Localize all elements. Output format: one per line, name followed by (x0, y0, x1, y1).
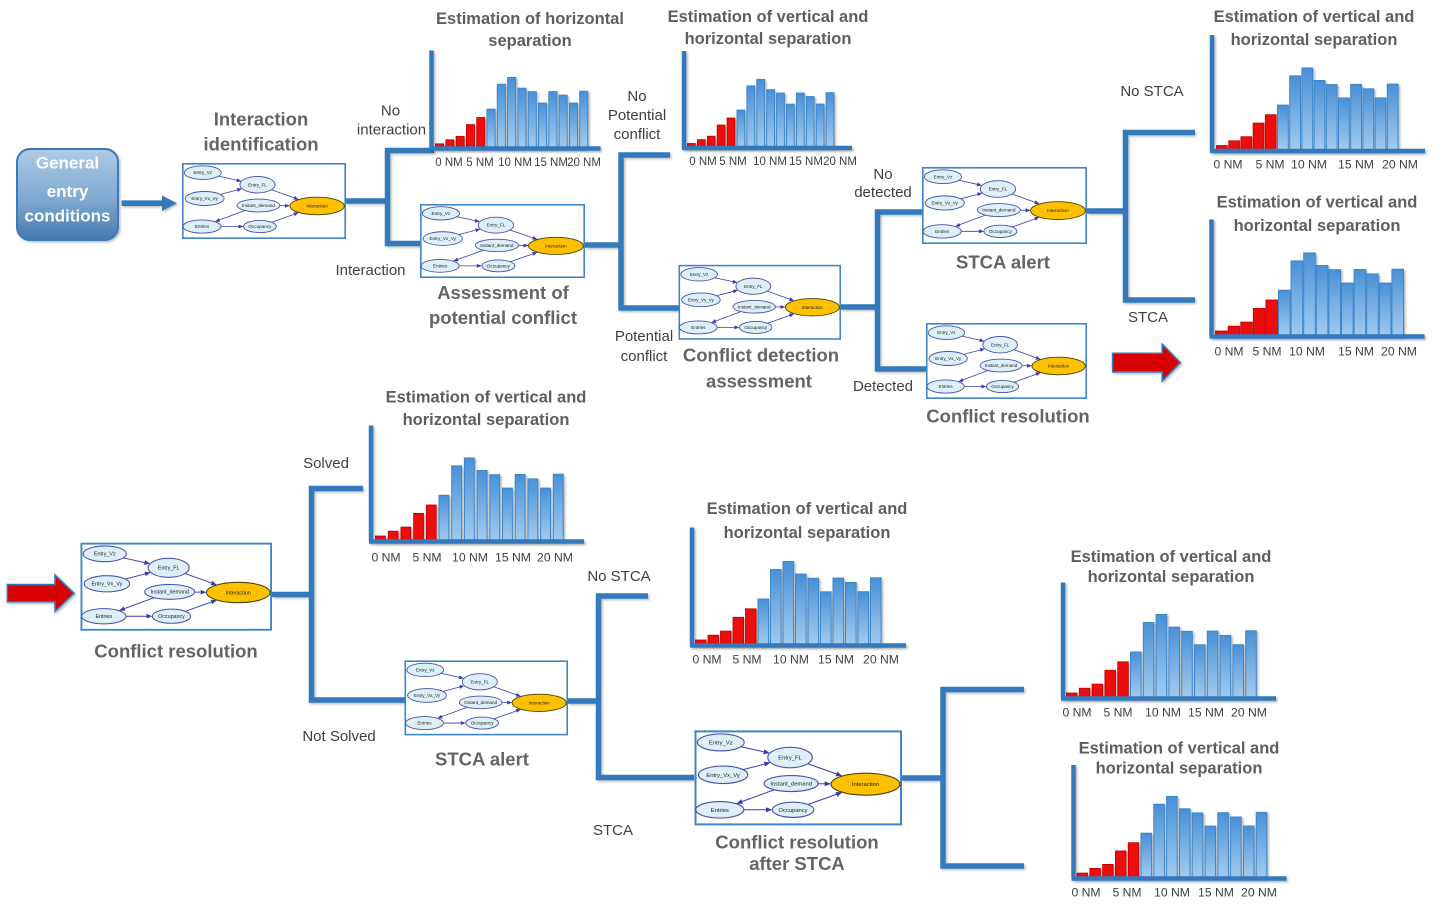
svg-text:15 NM: 15 NM (818, 652, 854, 666)
svg-text:0 NM: 0 NM (689, 156, 716, 168)
svg-text:15 NM: 15 NM (1188, 705, 1224, 719)
svg-text:Conflict detection: Conflict detection (683, 345, 839, 366)
svg-text:interaction: interaction (357, 122, 426, 139)
svg-text:horizontal separation: horizontal separation (403, 411, 570, 429)
svg-text:entry: entry (47, 182, 89, 201)
svg-text:horizontal separation: horizontal separation (1096, 759, 1263, 777)
svg-text:Potential: Potential (615, 328, 673, 345)
svg-text:5 NM: 5 NM (412, 550, 441, 564)
svg-text:Conflict resolution: Conflict resolution (94, 641, 257, 662)
svg-text:5 NM: 5 NM (1112, 885, 1141, 899)
svg-text:STCA alert: STCA alert (956, 252, 1050, 273)
svg-text:Estimation of vertical and: Estimation of vertical and (707, 500, 908, 518)
svg-text:Estimation of vertical and: Estimation of vertical and (668, 8, 869, 26)
svg-text:General: General (36, 154, 99, 173)
svg-text:STCA: STCA (1128, 309, 1168, 326)
svg-text:No STCA: No STCA (1120, 83, 1183, 100)
svg-text:No: No (873, 166, 892, 183)
svg-text:horizontal separation: horizontal separation (1231, 31, 1398, 49)
svg-text:horizontal separation: horizontal separation (1088, 568, 1255, 586)
svg-text:Estimation of horizontal: Estimation of horizontal (436, 10, 624, 28)
svg-text:15 NM: 15 NM (495, 550, 531, 564)
svg-text:No: No (627, 88, 646, 105)
svg-text:separation: separation (488, 32, 571, 50)
svg-text:10 NM: 10 NM (1154, 885, 1190, 899)
svg-text:horizontal separation: horizontal separation (724, 524, 891, 542)
svg-text:Potential: Potential (608, 107, 666, 124)
svg-text:Interaction: Interaction (335, 262, 405, 279)
svg-text:10 NM: 10 NM (1289, 344, 1325, 358)
svg-text:10 NM: 10 NM (753, 156, 787, 168)
svg-text:20 NM: 20 NM (1382, 157, 1418, 171)
svg-text:15 NM: 15 NM (534, 157, 568, 169)
svg-text:conflict: conflict (621, 348, 669, 365)
svg-text:0 NM: 0 NM (371, 550, 400, 564)
svg-text:5 NM: 5 NM (1252, 344, 1281, 358)
svg-text:Interaction: Interaction (214, 109, 309, 130)
svg-text:No: No (381, 103, 400, 120)
svg-text:Detected: Detected (853, 378, 913, 395)
svg-text:20 NM: 20 NM (823, 156, 857, 168)
svg-text:Estimation of vertical and: Estimation of vertical and (1079, 739, 1280, 757)
svg-text:15 NM: 15 NM (789, 156, 823, 168)
svg-text:5 NM: 5 NM (732, 652, 761, 666)
svg-text:potential conflict: potential conflict (429, 307, 577, 328)
svg-text:0 NM: 0 NM (1213, 157, 1242, 171)
svg-text:Not Solved: Not Solved (302, 728, 375, 745)
svg-text:Conflict resolution: Conflict resolution (715, 832, 878, 853)
svg-text:5 NM: 5 NM (1103, 705, 1132, 719)
svg-text:20 NM: 20 NM (1231, 705, 1267, 719)
svg-text:Conflict resolution: Conflict resolution (926, 406, 1089, 427)
svg-text:No STCA: No STCA (587, 568, 650, 585)
svg-text:0 NM: 0 NM (692, 652, 721, 666)
svg-text:detected: detected (854, 184, 912, 201)
svg-text:conflict: conflict (614, 126, 662, 143)
svg-text:10 NM: 10 NM (498, 157, 532, 169)
svg-text:15 NM: 15 NM (1338, 344, 1374, 358)
svg-text:20 NM: 20 NM (1381, 344, 1417, 358)
svg-text:10 NM: 10 NM (1145, 705, 1181, 719)
svg-text:10 NM: 10 NM (1291, 157, 1327, 171)
svg-text:5 NM: 5 NM (719, 156, 746, 168)
svg-text:STCA: STCA (593, 822, 633, 839)
svg-text:assessment: assessment (706, 371, 812, 392)
svg-text:after STCA: after STCA (749, 853, 845, 874)
svg-text:Assessment of: Assessment of (437, 282, 569, 303)
svg-text:20 NM: 20 NM (567, 157, 601, 169)
svg-text:STCA alert: STCA alert (435, 749, 529, 770)
svg-text:15 NM: 15 NM (1198, 885, 1234, 899)
svg-text:conditions: conditions (25, 207, 111, 226)
svg-text:10 NM: 10 NM (452, 550, 488, 564)
svg-text:10 NM: 10 NM (773, 652, 809, 666)
svg-text:20 NM: 20 NM (863, 652, 899, 666)
svg-text:0 NM: 0 NM (1214, 344, 1243, 358)
svg-text:5 NM: 5 NM (466, 157, 493, 169)
svg-text:Estimation of vertical and: Estimation of vertical and (386, 388, 587, 406)
svg-text:Estimation of vertical and: Estimation of vertical and (1217, 193, 1418, 211)
svg-text:Estimation of vertical and: Estimation of vertical and (1214, 8, 1415, 26)
svg-text:horizontal separation: horizontal separation (685, 30, 852, 48)
svg-text:Solved: Solved (303, 455, 349, 472)
svg-text:5 NM: 5 NM (1255, 157, 1284, 171)
svg-text:identification: identification (203, 133, 318, 154)
svg-text:20 NM: 20 NM (1241, 885, 1277, 899)
svg-text:20 NM: 20 NM (537, 550, 573, 564)
svg-text:0 NM: 0 NM (1071, 885, 1100, 899)
svg-text:15 NM: 15 NM (1338, 157, 1374, 171)
svg-text:0 NM: 0 NM (435, 157, 462, 169)
svg-text:0 NM: 0 NM (1062, 705, 1091, 719)
svg-text:Estimation of vertical and: Estimation of vertical and (1071, 548, 1272, 566)
svg-text:horizontal separation: horizontal separation (1234, 217, 1401, 235)
